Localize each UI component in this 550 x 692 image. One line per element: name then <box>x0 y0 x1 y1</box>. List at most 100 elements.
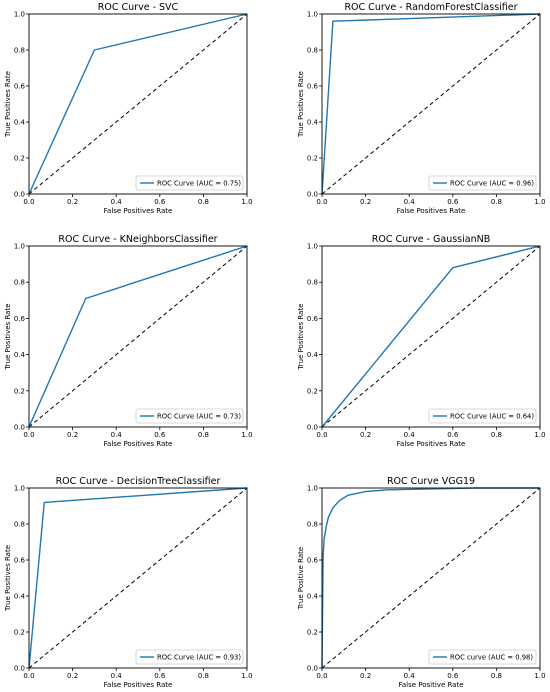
x-tick-label: 0.2 <box>360 198 371 206</box>
x-tick-label: 0.6 <box>447 431 459 439</box>
y-tick-label: 1.0 <box>307 243 318 251</box>
chart-title: ROC Curve VGG19 <box>387 476 475 487</box>
y-tick-label: 0.2 <box>14 155 25 163</box>
x-axis-label: False Positive Rate <box>398 681 463 689</box>
x-tick-label: 0.6 <box>447 198 459 206</box>
y-tick-label: 0.0 <box>14 665 25 673</box>
roc-curve-line <box>321 13 541 195</box>
y-tick-label: 0.8 <box>14 47 25 55</box>
x-tick-label: 0.0 <box>23 198 34 206</box>
x-tick-label: 1.0 <box>241 431 252 439</box>
legend: ROC Curve (AUC = 0.93) <box>135 649 244 665</box>
y-tick-label: 0.4 <box>14 593 26 601</box>
legend-box <box>428 649 537 665</box>
y-tick-label: 0.8 <box>307 47 318 55</box>
reference-diagonal-line <box>28 245 248 428</box>
x-tick-label: 0.4 <box>404 431 416 439</box>
legend: ROC Curve (AUC = 0.96) <box>428 175 537 191</box>
x-axis-label: False Positives Rate <box>104 440 173 448</box>
x-tick-label: 0.4 <box>404 198 416 206</box>
x-tick-label: 0.8 <box>198 431 209 439</box>
legend-label: ROC Curve (AUC = 0.75) <box>157 180 241 188</box>
x-axis-label: False Positives Rate <box>397 207 466 215</box>
y-tick-label: 0.0 <box>307 191 318 199</box>
x-tick-label: 0.8 <box>491 198 502 206</box>
legend: ROC curve (AUC = 0.98) <box>428 649 537 665</box>
y-tick-label: 0.0 <box>14 424 25 432</box>
legend-label: ROC Curve (AUC = 0.64) <box>450 413 534 421</box>
x-tick-label: 0.6 <box>447 672 459 680</box>
roc-curve-line <box>321 245 541 428</box>
reference-diagonal-line <box>321 487 541 669</box>
roc-curve-line <box>321 487 540 669</box>
legend-box <box>135 408 244 424</box>
legend: ROC Curve (AUC = 0.75) <box>135 175 244 191</box>
y-tick-label: 0.0 <box>14 191 25 199</box>
x-axis-label: False Positives Rate <box>104 681 173 689</box>
x-tick-label: 1.0 <box>241 198 252 206</box>
x-tick-label: 1.0 <box>534 198 545 206</box>
y-axis-label: True Positives Rate <box>4 545 12 612</box>
y-tick-label: 0.4 <box>307 351 319 359</box>
y-axis-label: True Positives Rate <box>4 303 12 370</box>
chart-title: ROC Curve - RandomForestClassifier <box>344 2 517 13</box>
chart-title: ROC Curve - SVC <box>98 2 179 13</box>
y-axis-label: True Positives Rate <box>4 71 12 138</box>
y-tick-label: 0.6 <box>307 83 319 91</box>
x-tick-label: 0.0 <box>316 431 327 439</box>
roc-chart-5: ROC Curve - DecisionTreeClassifier 0.0 0.2… <box>4 476 253 689</box>
roc-chart-6: ROC Curve VGG19 0.0 0.2 0.4 0.6 0.8 1.0 0.0 0.2 0… <box>297 476 546 689</box>
roc-curve-line <box>28 13 248 195</box>
x-tick-label: 0.4 <box>111 672 123 680</box>
x-tick-label: 0.6 <box>154 431 166 439</box>
x-tick-label: 0.4 <box>111 431 123 439</box>
x-tick-label: 1.0 <box>241 672 252 680</box>
axes-frame <box>321 13 541 195</box>
y-tick-label: 0.6 <box>307 315 319 323</box>
reference-diagonal-line <box>28 13 248 195</box>
x-tick-label: 0.0 <box>316 672 327 680</box>
y-tick-label: 0.6 <box>14 83 26 91</box>
reference-diagonal-line <box>28 487 248 669</box>
x-tick-label: 1.0 <box>534 672 545 680</box>
y-axis-label: True Positives Rate <box>297 71 305 138</box>
axes-frame <box>28 487 248 669</box>
axes-frame <box>321 245 541 428</box>
chart-title: ROC Curve - GaussianNB <box>372 234 490 245</box>
y-tick-label: 0.0 <box>307 424 318 432</box>
x-tick-label: 0.0 <box>23 672 34 680</box>
reference-diagonal-line <box>321 245 541 428</box>
y-tick-label: 0.8 <box>307 521 318 529</box>
legend-label: ROC Curve (AUC = 0.73) <box>157 413 241 421</box>
y-tick-label: 0.2 <box>14 387 25 395</box>
x-tick-label: 0.0 <box>23 431 34 439</box>
y-tick-label: 0.0 <box>307 665 318 673</box>
y-axis-label: True Positive Rate <box>297 547 305 610</box>
chart-title: ROC Curve - KNeighborsClassifier <box>58 234 217 245</box>
legend-box <box>428 175 537 191</box>
roc-curve-line <box>28 245 248 428</box>
y-tick-label: 0.4 <box>307 593 319 601</box>
legend-box <box>135 649 244 665</box>
legend-label: ROC Curve (AUC = 0.93) <box>157 654 241 662</box>
y-tick-label: 1.0 <box>14 243 25 251</box>
roc-chart-3: ROC Curve - KNeighborsClassifier 0.0 0.2 0.… <box>4 234 253 448</box>
axes-frame <box>28 13 248 195</box>
y-tick-label: 0.8 <box>14 521 25 529</box>
y-tick-label: 0.6 <box>14 557 26 565</box>
axes-frame <box>28 245 248 428</box>
y-tick-label: 0.4 <box>14 351 26 359</box>
y-tick-label: 1.0 <box>14 485 25 493</box>
roc-chart-1: ROC Curve - SVC 0.0 0.2 0.4 0.6 0.8 1.0 0.0 0.2 0… <box>4 2 253 215</box>
legend: ROC Curve (AUC = 0.73) <box>135 408 244 424</box>
x-tick-label: 0.4 <box>404 672 416 680</box>
x-tick-label: 0.8 <box>491 672 502 680</box>
x-tick-label: 0.2 <box>67 431 78 439</box>
y-tick-label: 1.0 <box>307 485 318 493</box>
roc-chart-4: ROC Curve - GaussianNB 0.0 0.2 0.4 0.6 0.8 1.0… <box>297 234 546 448</box>
x-tick-label: 0.6 <box>154 672 166 680</box>
axes-frame <box>321 487 541 669</box>
x-tick-label: 0.6 <box>154 198 166 206</box>
legend-box <box>428 408 537 424</box>
